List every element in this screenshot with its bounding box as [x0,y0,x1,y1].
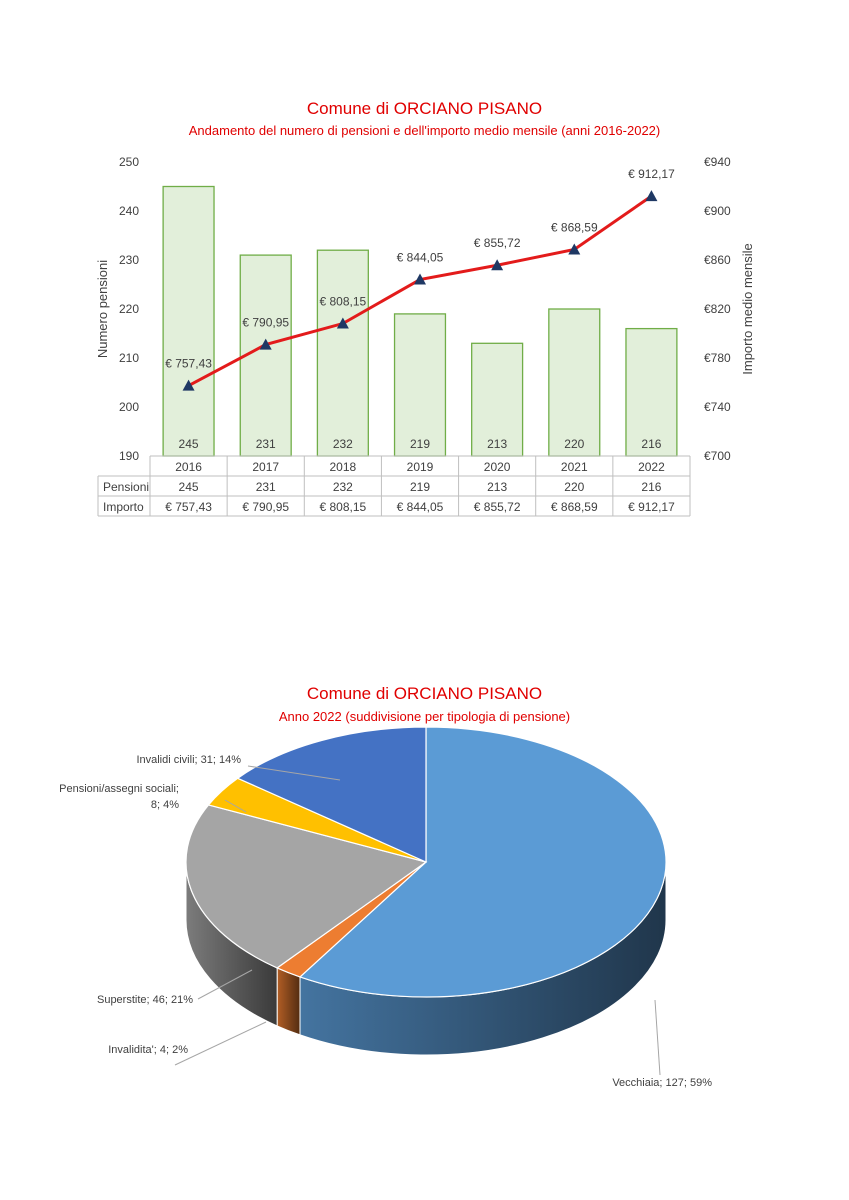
table-cell: 220 [564,480,584,494]
line-marker [645,190,658,202]
slice-label: Vecchiaia; 127; 59% [612,1077,712,1089]
left-tick-label: 250 [119,155,139,169]
right-tick-label: €700 [704,449,731,463]
category-label: 2016 [175,460,202,474]
slice-label: Invalidi civili; 31; 14% [136,754,241,766]
bar [316,249,369,457]
pie-slice [298,726,667,998]
table-cell: € 868,59 [551,500,598,514]
line-marker [336,317,349,329]
line-label: € 868,59 [551,220,598,234]
category-label: 2019 [407,460,434,474]
table-cell: € 808,15 [319,500,366,514]
left-tick-label: 190 [119,449,139,463]
leader-line [247,765,341,781]
leader-line [197,969,253,1000]
chart2-title: Comune di ORCIANO PISANO [306,684,543,703]
bar-label: 245 [179,437,199,451]
bar [548,308,601,457]
leader-line [174,1021,267,1066]
chart1-title: Comune di ORCIANO PISANO [306,99,543,118]
category-label: 2017 [252,460,279,474]
table-cell: € 790,95 [242,500,289,514]
line-label: € 757,43 [165,357,212,371]
slice-label: Superstite; 46; 21% [97,994,193,1006]
table-cell: 216 [641,480,661,494]
right-tick-label: €820 [704,302,731,316]
slice-label: 8; 4% [151,799,179,811]
line-label: € 912,17 [628,167,675,181]
table-cell: € 844,05 [397,500,444,514]
chart2-subtitle: Anno 2022 (suddivisione per tipologia di… [278,709,571,724]
right-tick-label: €940 [704,155,731,169]
table-cell: € 912,17 [628,500,675,514]
left-tick-label: 200 [119,400,139,414]
bar [239,254,292,457]
bar-label: 231 [256,437,276,451]
table-row-header: Pensioni [103,480,149,494]
pie-slice [185,804,428,969]
right-tick-label: €860 [704,253,731,267]
line-marker [568,243,581,255]
pie-slice [236,726,427,863]
chart1-subtitle: Andamento del numero di pensioni e dell'… [188,123,661,138]
table-cell: 245 [179,480,199,494]
line-marker [182,379,195,391]
right-tick-label: €900 [704,204,731,218]
slice-label: Pensioni/assegni sociali; [59,783,179,795]
y2-axis-title: Importo medio mensile [740,243,755,375]
bar-label: 219 [410,437,430,451]
left-tick-label: 210 [119,351,139,365]
bar [471,342,524,457]
category-label: 2020 [484,460,511,474]
right-tick-label: €780 [704,351,731,365]
bar [393,313,447,457]
line-label: € 808,15 [319,295,366,309]
combo-chart: 190 200 210 220 230 240 250 €700 €740 €780 €820 €86… [95,155,755,517]
category-label: 2021 [561,460,588,474]
line-marker [414,273,426,285]
bar [162,185,215,457]
table-cell: 219 [410,480,430,494]
bar-label: 216 [641,437,661,451]
y-axis-title: Numero pensioni [95,260,110,358]
table-cell: 232 [333,480,353,494]
bar-label: 232 [333,437,353,451]
category-label: 2018 [330,460,357,474]
table-cell: € 855,72 [474,500,521,514]
table-cell: € 757,43 [165,500,212,514]
line-label: € 844,05 [397,251,444,265]
leader-line [224,799,247,813]
line-label: € 790,95 [242,316,289,330]
right-tick-label: €740 [704,400,731,414]
line-marker [259,338,272,350]
category-label: 2022 [638,460,665,474]
table-cell: 231 [256,480,276,494]
leader-line [654,999,661,1076]
left-tick-label: 230 [119,253,139,267]
left-tick-label: 240 [119,204,139,218]
left-tick-label: 220 [119,302,139,316]
line-label: € 855,72 [474,236,521,250]
table-row-header: Importo [103,500,144,514]
bar [625,327,678,457]
table-cell: 213 [487,480,507,494]
bar-label: 220 [564,437,584,451]
line-marker [491,259,504,271]
bar-label: 213 [487,437,507,451]
pie-side [276,967,301,1036]
slice-label: Invalidita'; 4; 2% [108,1044,188,1056]
